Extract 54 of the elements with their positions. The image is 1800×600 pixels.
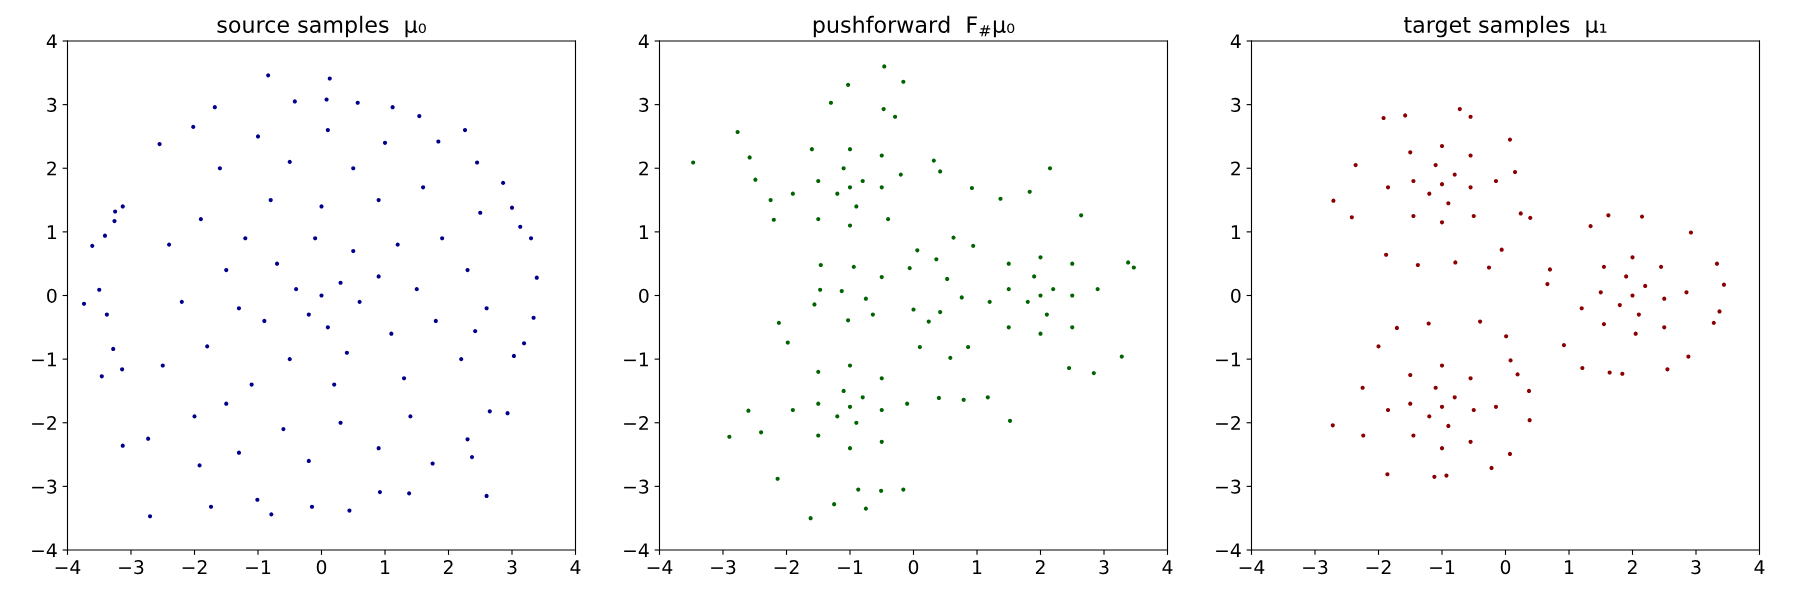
x-tick-label: 4 (1162, 560, 1173, 574)
y-tick-label: −1 (624, 352, 649, 367)
y-tick-label: −1 (32, 352, 57, 367)
y-tick-label: 2 (639, 161, 648, 176)
y-tick-label: 4 (1230, 34, 1241, 49)
x-tick-label: −3 (1303, 560, 1328, 575)
y-tick-label: 0 (1231, 288, 1241, 303)
x-tick-label: −3 (711, 560, 736, 575)
y-tick-label: −4 (1216, 543, 1241, 558)
y-tick-label: 2 (1231, 161, 1240, 176)
x-tick-label: −2 (1366, 560, 1391, 574)
x-tick-label: 2 (1035, 560, 1045, 574)
chart-title: source samples μ₀ (217, 15, 426, 38)
x-tick-label: −1 (1430, 560, 1455, 574)
x-tick-label: 1 (973, 560, 982, 574)
chart-title: target samples μ₁ (1404, 15, 1607, 38)
y-tick-label: 3 (639, 97, 649, 113)
x-tick-label: 0 (316, 560, 327, 575)
y-tick-label: −1 (1216, 352, 1241, 367)
x-tick-label: 3 (507, 560, 517, 575)
y-tick-label: 0 (47, 288, 57, 303)
y-tick-label: 3 (47, 97, 57, 113)
x-tick-label: −2 (774, 560, 799, 574)
y-tick-label: −2 (1216, 415, 1240, 430)
x-tick-label: −1 (246, 560, 271, 574)
x-tick-label: 4 (570, 560, 581, 574)
y-tick-label: 4 (638, 34, 649, 49)
y-tick-label: 1 (47, 225, 57, 239)
y-tick-label: −4 (32, 543, 57, 558)
y-tick-label: 3 (1231, 97, 1241, 113)
y-tick-label: −4 (624, 543, 649, 558)
x-tick-label: −3 (119, 560, 144, 575)
x-tick-label: 2 (1627, 560, 1637, 574)
x-tick-label: 0 (908, 560, 919, 575)
y-tick-label: 0 (639, 288, 649, 303)
x-tick-label: −2 (182, 560, 207, 574)
y-tick-label: 1 (639, 225, 649, 239)
x-tick-label: −1 (838, 560, 863, 574)
x-tick-label: 3 (1691, 560, 1701, 575)
y-tick-label: −2 (624, 415, 648, 430)
y-tick-label: −3 (32, 479, 57, 494)
x-tick-label: 1 (1565, 560, 1574, 574)
x-tick-label: 4 (1754, 560, 1765, 574)
y-tick-label: 1 (1231, 225, 1241, 239)
y-tick-label: −3 (1216, 479, 1241, 494)
x-tick-label: 1 (381, 560, 390, 574)
x-tick-label: 2 (443, 560, 453, 574)
y-tick-label: 4 (46, 34, 57, 49)
x-tick-label: 3 (1099, 560, 1109, 575)
y-tick-label: −3 (624, 479, 649, 494)
y-tick-label: −2 (32, 415, 56, 430)
y-tick-label: 2 (47, 161, 56, 176)
x-tick-label: 0 (1500, 560, 1511, 575)
chart-title: pushforward F$_{#}$μ₀ (813, 15, 1015, 38)
